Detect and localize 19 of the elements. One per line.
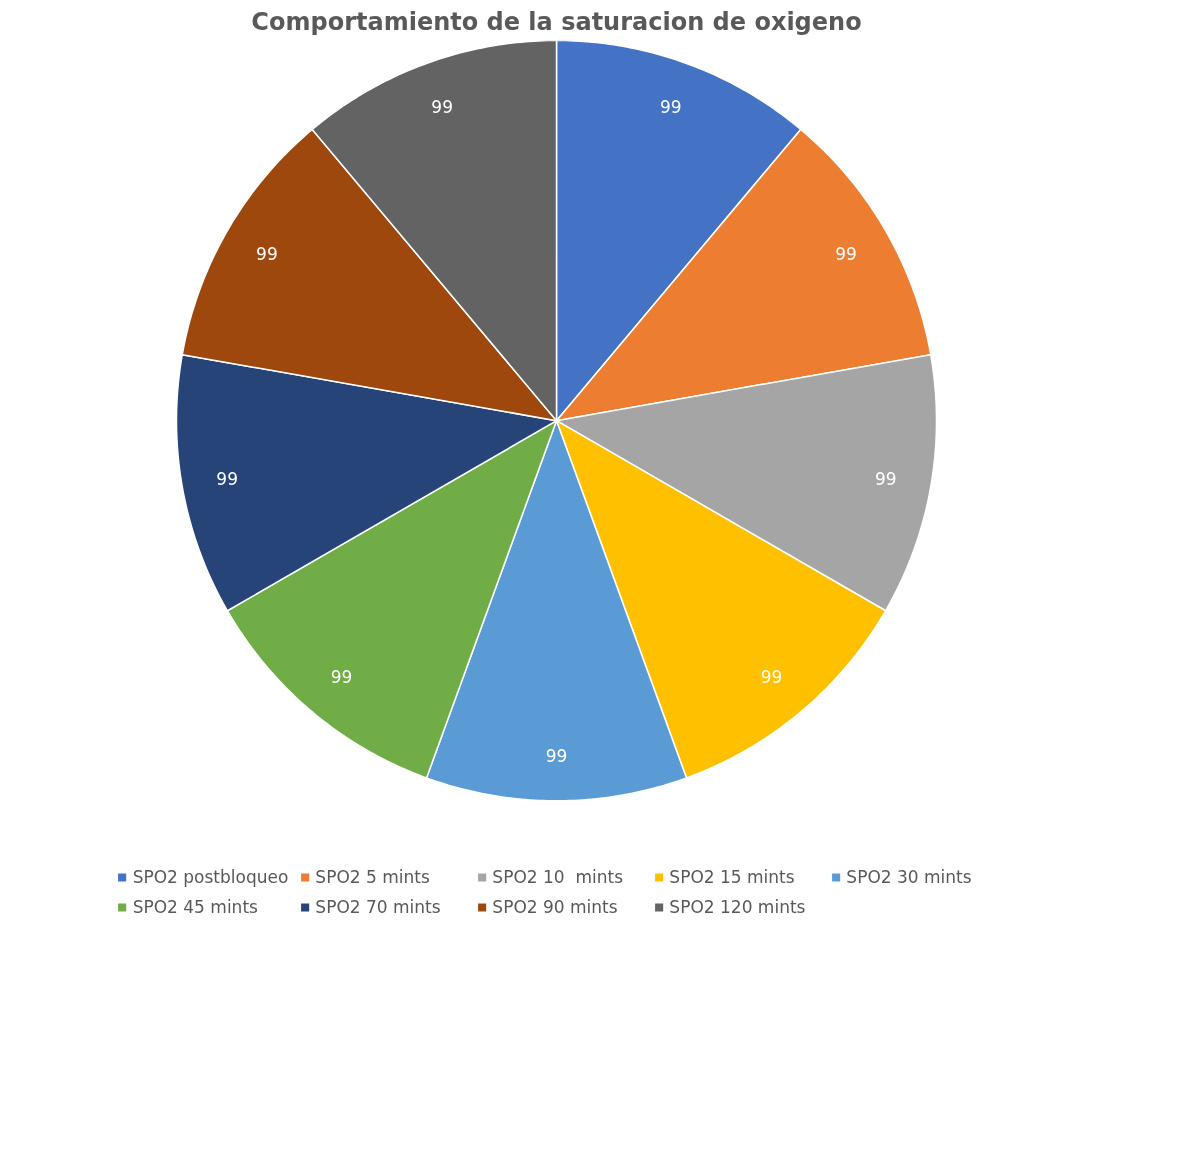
data-label: 99 — [875, 469, 897, 490]
data-label: 99 — [545, 745, 568, 766]
legend-label: SPO2 postbloqueo — [132, 867, 289, 887]
data-label: 99 — [431, 96, 453, 117]
data-label: 99 — [835, 243, 857, 264]
chart-title: Comportamiento de la saturacion de oxigeno — [251, 7, 862, 36]
legend-label: SPO2 5 mints — [315, 867, 431, 887]
data-label: 99 — [256, 243, 278, 264]
data-label: 99 — [760, 667, 783, 688]
legend-label: SPO2 10 mints — [492, 867, 624, 887]
legend-label: SPO2 15 mints — [669, 867, 796, 887]
data-label: 99 — [660, 96, 682, 117]
data-label: 99 — [216, 469, 238, 490]
legend-label: SPO2 45 mints — [132, 897, 259, 917]
legend-label: SPO2 120 mints — [669, 897, 807, 917]
data-label: 99 — [330, 667, 353, 688]
legend-label: SPO2 90 mints — [492, 897, 619, 917]
legend-label: SPO2 30 mints — [846, 867, 973, 887]
legend-label: SPO2 70 mints — [315, 897, 442, 917]
